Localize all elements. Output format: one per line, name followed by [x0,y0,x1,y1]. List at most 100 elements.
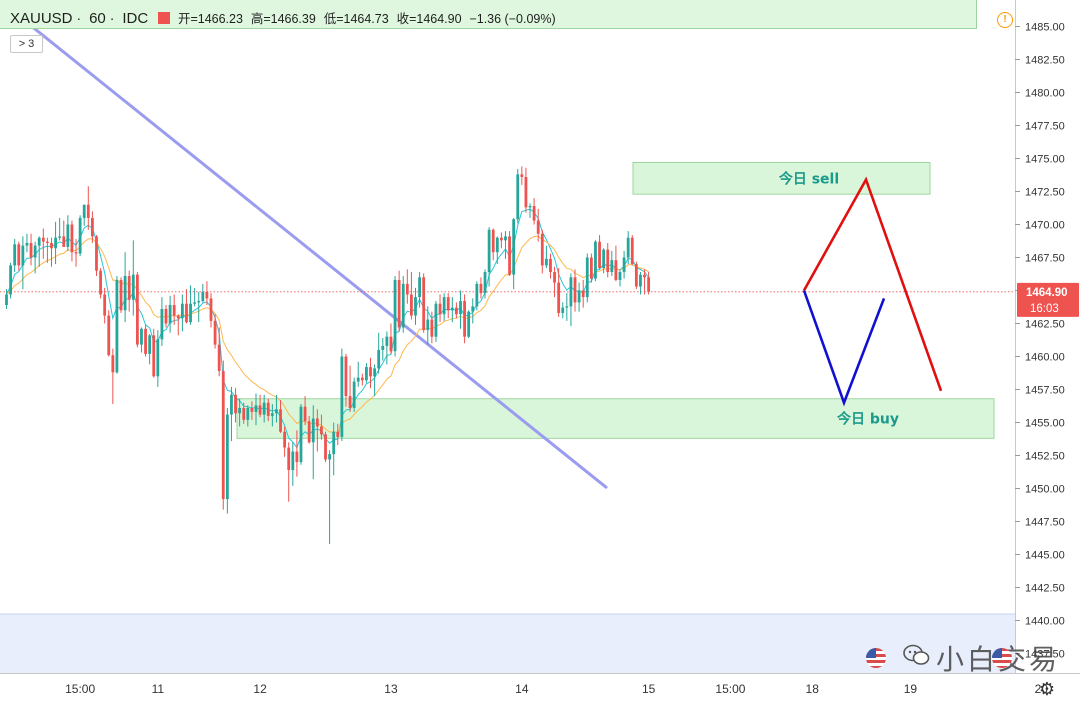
candle-body [160,308,164,340]
candle-body [557,282,561,313]
candle-body [528,206,532,208]
candle-body [189,303,192,323]
candle-body [283,431,287,448]
candle-body [230,394,233,415]
y-tick-label: 1470.00 [1025,220,1065,232]
candle-body [549,258,552,273]
candle-body [217,344,221,372]
candle-body [385,336,389,346]
candle-body [246,407,250,420]
candle-body [438,303,442,315]
candle-body [111,355,115,373]
ema-fast-line [6,208,650,449]
market-status-icon [158,12,171,24]
candle-body [238,407,242,414]
candle-body [377,349,381,369]
y-tick-label: 1462.50 [1025,319,1065,331]
y-tick-label: 1482.50 [1025,55,1065,67]
y-tick-label: 1447.50 [1025,517,1065,529]
low-value: 低=1464.73 [323,12,389,26]
candle-body [598,241,601,269]
candle-body [295,451,299,463]
candle-body [418,277,421,298]
candle-body [626,237,630,258]
y-tick-label: 1460.00 [1025,352,1065,364]
candle-body [540,233,544,266]
x-tick-label: 15:00 [65,682,95,696]
candle-body [630,237,634,265]
candle-body [320,426,323,435]
candle-body [127,275,131,300]
candle-body [209,298,213,321]
symbol-label[interactable]: XAUUSD [10,10,73,27]
zone-sell [632,161,931,195]
indicators-toggle-button[interactable]: > 3 [10,35,43,53]
candle-body [221,371,225,500]
candle-body [589,257,593,279]
x-tick-label: 14 [515,682,529,696]
candle-body [544,258,548,266]
candle-body [275,409,278,414]
candle-body [442,297,446,315]
candle-body [205,291,209,299]
alert-icon[interactable]: ! [997,12,1013,28]
candle-body [21,245,25,266]
candle-body [356,377,360,382]
x-tick-label: 13 [384,682,398,696]
candle-body [262,402,266,415]
header-row: XAUUSD · 60 · IDC 开=1466.23 高=1466.39 低=14… [10,8,560,27]
candle-body [25,242,29,246]
candle-body [405,283,409,295]
y-tick-label: 1445.00 [1025,550,1065,562]
candle-body [508,236,511,275]
candle-body [78,217,82,254]
y-tick-label: 1440.00 [1025,616,1065,628]
sell-projection-path [802,176,943,392]
candle-body [553,272,556,283]
candle-body [213,320,217,345]
x-tick-label: 12 [253,682,267,696]
candle-body [610,260,614,273]
candle-body [168,305,172,324]
gear-icon[interactable]: ⚙ [1038,679,1056,699]
candle-body [618,272,622,280]
candle-body [483,272,487,294]
candle-body [95,236,98,271]
candle-body [565,306,569,308]
last-price-value: 1464.90 [1026,287,1068,299]
x-tick-label: 15:00 [715,682,745,696]
candle-body [430,319,434,337]
candle-body [144,328,147,354]
candle-body [82,204,86,218]
candle-body [90,217,94,237]
candle-body [197,301,201,303]
trendline [20,17,608,489]
separator: · [76,10,82,26]
candle-body [410,294,413,316]
candle-body [491,229,495,253]
flag-icon [866,648,886,668]
interval-label[interactable]: 60 [89,10,106,27]
candle-body [13,244,17,266]
candle-body [602,249,606,269]
chart-header: XAUUSD · 60 · IDC 开=1466.23 高=1466.39 低=14… [0,0,977,29]
last-price-box [1017,282,1079,317]
candle-body [369,367,372,377]
high-value: 高=1466.39 [250,12,316,26]
candle-body [606,249,610,273]
y-tick-label: 1455.00 [1025,418,1065,430]
candle-body [352,381,356,408]
candle-body [119,279,123,311]
candle-body [397,279,401,328]
countdown-value: 16:03 [1030,303,1059,315]
candle-body [344,356,348,397]
candle-body [365,367,368,381]
candle-body [504,236,507,241]
candle-body [475,283,479,307]
candle-body [561,307,565,313]
candle-body [152,335,156,377]
candle-body [74,252,78,254]
candle-body [70,224,74,253]
